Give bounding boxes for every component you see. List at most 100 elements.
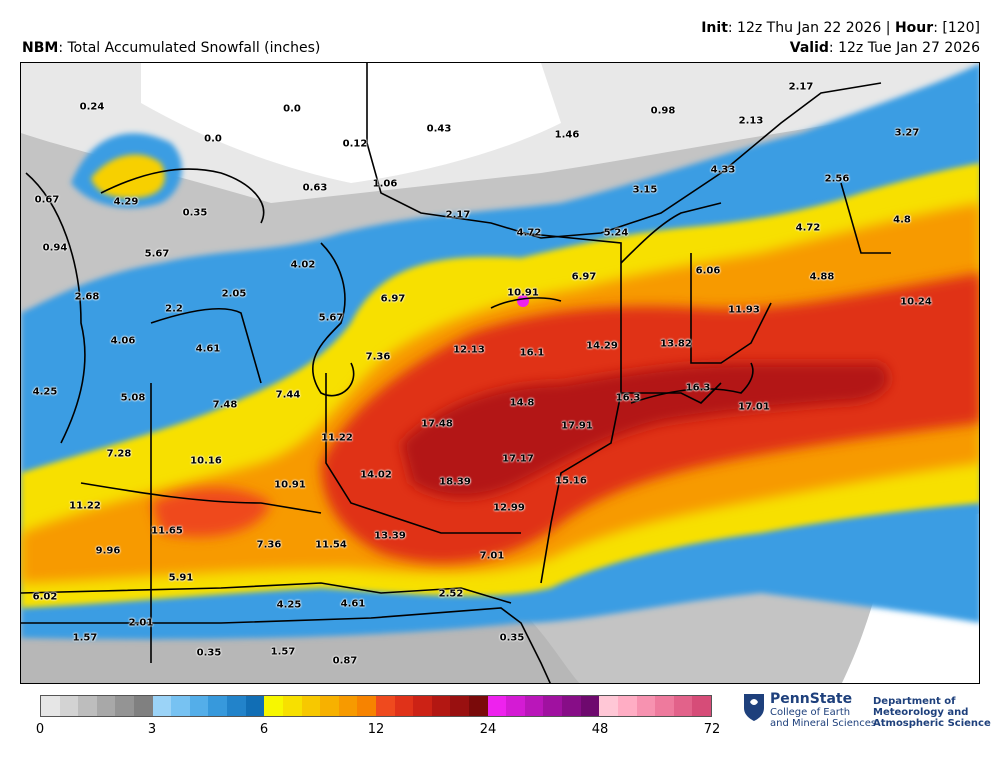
hour-value: : [120] (933, 20, 980, 36)
psu-college-2: and Mineral Sciences (770, 718, 877, 729)
snowfall-value-label: 0.87 (332, 655, 358, 667)
colorbar-swatch (152, 696, 172, 716)
snowfall-value-label: 4.25 (276, 599, 302, 611)
colorbar-swatch (617, 696, 637, 716)
colorbar-swatch (78, 696, 97, 716)
snowfall-value-label: 11.65 (151, 525, 183, 537)
snowfall-value-label: 5.08 (120, 392, 146, 404)
hour-label: Hour (894, 20, 934, 36)
snowfall-value-label: 1.57 (72, 632, 98, 644)
snowfall-value-label: 11.22 (321, 432, 353, 444)
colorbar-swatch (431, 696, 451, 716)
colorbar-swatch (394, 696, 414, 716)
snowfall-value-label: 6.02 (32, 591, 58, 603)
colorbar-tick-label: 48 (591, 722, 609, 737)
colorbar-swatch (375, 696, 395, 716)
colorbar-swatch (599, 696, 618, 716)
snowfall-value-label: 4.8 (893, 214, 911, 226)
snowfall-value-label: 10.91 (507, 287, 539, 299)
snowfall-value-label: 2.05 (221, 288, 247, 300)
snowfall-value-label: 5.67 (144, 248, 170, 260)
snowfall-value-label: 16.1 (519, 347, 545, 359)
colorbar-swatch (171, 696, 190, 716)
department-logo: Department of Meteorology and Atmospheri… (873, 696, 991, 729)
colorbar-tick-label: 6 (259, 722, 269, 737)
snowfall-value-label: 2.13 (738, 115, 764, 127)
snowfall-value-label: 1.57 (270, 646, 296, 658)
snowfall-value-label: 2.01 (128, 617, 154, 629)
snowfall-value-label: 4.88 (809, 271, 835, 283)
colorbar-swatch (245, 696, 265, 716)
snowfall-value-label: 5.24 (603, 227, 629, 239)
snowfall-value-label: 6.06 (695, 265, 721, 277)
snowfall-value-label: 12.99 (493, 502, 525, 514)
shade-yellow-mi (91, 154, 165, 198)
snowfall-value-label: 4.33 (710, 164, 736, 176)
init-label: Init (701, 20, 728, 36)
snowfall-value-label: 4.02 (290, 259, 316, 271)
snowfall-value-label: 0.35 (499, 632, 525, 644)
colorbar-swatch (208, 696, 228, 716)
colorbar-swatch (264, 696, 283, 716)
snowfall-value-label: 4.25 (32, 386, 58, 398)
snowfall-value-label: 11.22 (69, 500, 101, 512)
colorbar-tick-label: 72 (703, 722, 721, 737)
colorbar-tick-label: 3 (147, 722, 157, 737)
snowfall-value-label: 16.3 (615, 392, 641, 404)
colorbar-swatch (655, 696, 674, 716)
snowfall-field (21, 63, 979, 683)
snowfall-value-label: 13.39 (374, 530, 406, 542)
snowfall-value-label: 0.0 (283, 103, 301, 115)
snowfall-value-label: 3.27 (894, 127, 920, 139)
product-name: : Total Accumulated Snowfall (inches) (58, 40, 321, 56)
colorbar-tick-label: 12 (367, 722, 385, 737)
snowfall-value-label: 0.0 (204, 133, 222, 145)
dept-line-2: Meteorology and (873, 707, 969, 718)
colorbar-swatch (134, 696, 153, 716)
snowfall-value-label: 7.36 (256, 539, 282, 551)
snowfall-value-label: 14.02 (360, 469, 392, 481)
colorbar-swatch (96, 696, 116, 716)
snowfall-value-label: 6.97 (571, 271, 597, 283)
colorbar-swatch (562, 696, 581, 716)
snowfall-value-label: 7.01 (479, 550, 505, 562)
colorbar-swatch (469, 696, 488, 716)
colorbar-swatch (636, 696, 656, 716)
snowfall-value-label: 4.06 (110, 335, 136, 347)
colorbar-tick-label: 24 (479, 722, 497, 737)
snowfall-value-label: 0.35 (182, 207, 208, 219)
init-value: : 12z Thu Jan 22 2026 | (727, 20, 895, 36)
snowfall-value-label: 11.54 (315, 539, 347, 551)
snowfall-value-label: 2.68 (74, 291, 100, 303)
snowfall-value-label: 4.29 (113, 196, 139, 208)
snowfall-value-label: 5.91 (168, 572, 194, 584)
psu-shield-icon (744, 694, 764, 721)
snowfall-value-label: 17.17 (502, 453, 534, 465)
colorbar (40, 695, 712, 717)
snowfall-value-label: 18.39 (439, 476, 471, 488)
snowfall-value-label: 17.01 (738, 401, 770, 413)
snowfall-value-label: 0.43 (426, 123, 452, 135)
map-title: NBM: Total Accumulated Snowfall (inches) (22, 39, 320, 57)
psu-name: PennState (770, 691, 853, 707)
snowfall-value-label: 0.24 (79, 101, 105, 113)
snowfall-value-label: 4.72 (795, 222, 821, 234)
colorbar-tick-label: 0 (35, 722, 45, 737)
colorbar-swatch (580, 696, 600, 716)
snowfall-value-label: 2.56 (824, 173, 850, 185)
snowfall-value-label: 1.46 (554, 129, 580, 141)
psu-college-1: College of Earth (770, 707, 851, 718)
snowfall-value-label: 17.91 (561, 420, 593, 432)
snowfall-value-label: 14.29 (586, 340, 618, 352)
shade-red-ky (151, 488, 271, 537)
shade-white-ontario (141, 63, 561, 183)
snowfall-value-label: 11.93 (728, 304, 760, 316)
snowfall-value-label: 9.96 (95, 545, 121, 557)
snowfall-value-label: 7.48 (212, 399, 238, 411)
shade-darkred (401, 363, 889, 498)
snowfall-value-label: 6.97 (380, 293, 406, 305)
colorbar-swatch (673, 696, 693, 716)
snowfall-value-label: 17.48 (421, 418, 453, 430)
dept-line-3: Atmospheric Science (873, 718, 991, 729)
colorbar-swatch (524, 696, 544, 716)
